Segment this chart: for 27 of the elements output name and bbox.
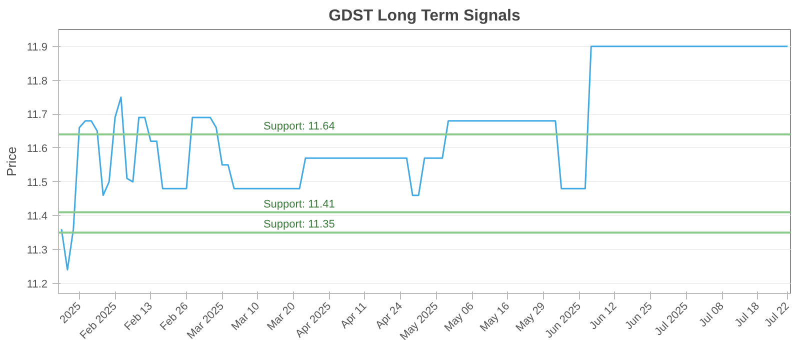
- ref-line-label: Support: 11.35: [263, 218, 335, 231]
- y-tick-label: 11.9: [26, 41, 48, 54]
- x-tick-label: Jun 25: [623, 300, 655, 332]
- chart-title: GDST Long Term Signals: [328, 8, 520, 24]
- y-tick-label: 11.4: [26, 210, 48, 223]
- x-tick-label: Feb 13: [122, 300, 155, 333]
- y-tick-label: 11.7: [26, 109, 48, 122]
- line-series: [60, 46, 788, 271]
- x-tick-label: Jul 08: [697, 300, 726, 330]
- y-tick-label: 11.8: [26, 75, 48, 88]
- x-tick-label: Jul 22: [762, 300, 792, 330]
- y-tick-label: 11.6: [26, 142, 48, 155]
- y-axis-title: Price: [4, 146, 19, 176]
- y-tick-label: 11.2: [26, 278, 48, 290]
- x-tick-label: Mar 20: [265, 300, 298, 333]
- y-tick-label: 11.3: [26, 244, 48, 256]
- x-tick-label: Mar 10: [229, 300, 262, 333]
- x-tick-label: Feb 26: [158, 300, 191, 333]
- x-tick-label: May 06: [442, 300, 476, 334]
- ref-line-label: Support: 11.64: [263, 120, 335, 132]
- x-tick-label: May 16: [478, 300, 512, 334]
- x-tick-label: Apr 11: [338, 300, 370, 332]
- x-tick-label: Jun 12: [587, 300, 620, 332]
- ref-line-label: Support: 11.41: [263, 198, 335, 210]
- y-tick-label: 11.5: [26, 176, 48, 189]
- x-tick-label: Apr 24: [374, 300, 405, 332]
- x-tick-label: Jul 18: [732, 300, 762, 330]
